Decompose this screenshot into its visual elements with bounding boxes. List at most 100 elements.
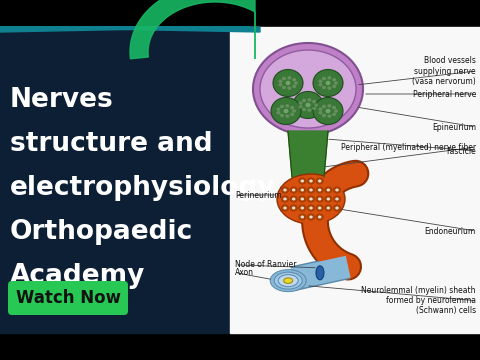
Ellipse shape — [332, 106, 336, 109]
Ellipse shape — [318, 207, 322, 210]
Ellipse shape — [293, 91, 323, 118]
Ellipse shape — [278, 80, 283, 83]
Ellipse shape — [319, 111, 323, 114]
Ellipse shape — [290, 113, 294, 116]
Text: Fascicle: Fascicle — [446, 147, 476, 156]
Ellipse shape — [288, 86, 291, 90]
Ellipse shape — [276, 108, 280, 111]
Ellipse shape — [305, 103, 311, 107]
Ellipse shape — [316, 178, 324, 184]
Ellipse shape — [299, 102, 302, 105]
Ellipse shape — [282, 86, 286, 89]
Ellipse shape — [316, 266, 324, 280]
Text: Peripheral nerve: Peripheral nerve — [413, 90, 476, 99]
Ellipse shape — [299, 178, 306, 184]
Ellipse shape — [288, 76, 291, 80]
Ellipse shape — [307, 178, 315, 184]
Ellipse shape — [333, 205, 341, 211]
Text: structure and: structure and — [10, 131, 213, 157]
Ellipse shape — [332, 78, 336, 81]
Ellipse shape — [280, 105, 284, 108]
Ellipse shape — [271, 98, 301, 125]
Text: Node of Ranvier: Node of Ranvier — [235, 260, 297, 269]
Ellipse shape — [318, 198, 322, 201]
Ellipse shape — [292, 198, 295, 201]
Ellipse shape — [300, 180, 304, 183]
Ellipse shape — [316, 214, 324, 220]
Ellipse shape — [299, 105, 302, 108]
Ellipse shape — [318, 189, 322, 192]
Ellipse shape — [327, 86, 331, 90]
Text: Neurolemmal (myelin) sheath
formed by neurolemma
(Schwann) cells: Neurolemmal (myelin) sheath formed by ne… — [361, 286, 476, 315]
Ellipse shape — [307, 108, 312, 112]
Ellipse shape — [319, 108, 323, 111]
Text: Endoneurium: Endoneurium — [425, 226, 476, 235]
Ellipse shape — [294, 81, 298, 85]
Ellipse shape — [278, 83, 283, 86]
Ellipse shape — [335, 189, 339, 192]
Ellipse shape — [324, 187, 332, 193]
Polygon shape — [130, 0, 255, 59]
Ellipse shape — [292, 189, 295, 192]
Ellipse shape — [332, 85, 336, 88]
Ellipse shape — [299, 214, 306, 220]
FancyBboxPatch shape — [8, 281, 128, 315]
Ellipse shape — [299, 196, 306, 202]
Ellipse shape — [281, 187, 289, 193]
Ellipse shape — [314, 103, 318, 107]
Ellipse shape — [312, 107, 316, 110]
Ellipse shape — [292, 78, 296, 81]
Ellipse shape — [274, 272, 302, 289]
Ellipse shape — [307, 196, 315, 202]
Ellipse shape — [299, 187, 306, 193]
Ellipse shape — [270, 270, 306, 292]
Ellipse shape — [300, 207, 304, 210]
Ellipse shape — [335, 207, 339, 210]
Ellipse shape — [319, 83, 323, 86]
Ellipse shape — [326, 189, 330, 192]
Ellipse shape — [334, 109, 338, 113]
Bar — [0, 27, 230, 333]
Ellipse shape — [283, 189, 287, 192]
Ellipse shape — [307, 187, 315, 193]
Ellipse shape — [300, 198, 304, 201]
Ellipse shape — [309, 216, 313, 219]
Ellipse shape — [284, 278, 293, 283]
Ellipse shape — [281, 196, 289, 202]
Ellipse shape — [313, 69, 343, 96]
Ellipse shape — [290, 196, 298, 202]
Ellipse shape — [292, 85, 296, 88]
Ellipse shape — [290, 106, 294, 109]
Ellipse shape — [273, 69, 303, 96]
Ellipse shape — [325, 109, 331, 113]
Ellipse shape — [322, 86, 326, 89]
Ellipse shape — [309, 180, 313, 183]
Ellipse shape — [322, 105, 326, 108]
Ellipse shape — [302, 108, 306, 111]
Ellipse shape — [253, 43, 363, 135]
Text: Academy: Academy — [10, 263, 145, 289]
Ellipse shape — [307, 98, 312, 102]
Text: Watch Now: Watch Now — [15, 289, 120, 307]
Polygon shape — [288, 131, 328, 177]
Ellipse shape — [334, 81, 338, 85]
Ellipse shape — [278, 275, 298, 287]
Ellipse shape — [292, 207, 295, 210]
Ellipse shape — [333, 196, 341, 202]
Ellipse shape — [322, 114, 326, 117]
Ellipse shape — [316, 196, 324, 202]
Ellipse shape — [286, 81, 290, 85]
Ellipse shape — [322, 77, 326, 80]
Text: Nerves: Nerves — [10, 87, 114, 113]
Ellipse shape — [309, 207, 313, 210]
Ellipse shape — [290, 205, 298, 211]
Ellipse shape — [309, 198, 313, 201]
Ellipse shape — [286, 104, 289, 108]
Ellipse shape — [326, 207, 330, 210]
Ellipse shape — [280, 114, 284, 117]
Ellipse shape — [318, 216, 322, 219]
Text: Epineurium: Epineurium — [432, 122, 476, 131]
Ellipse shape — [281, 205, 289, 211]
Ellipse shape — [283, 207, 287, 210]
Ellipse shape — [286, 114, 289, 118]
